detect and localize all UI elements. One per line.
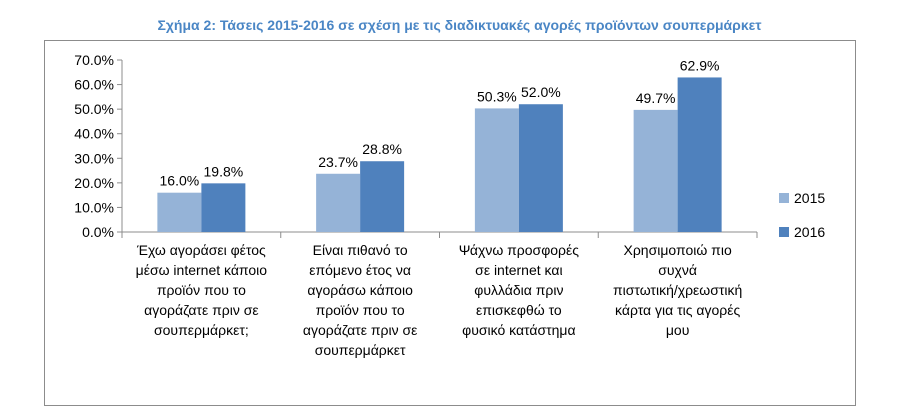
data-label-2016-3: 52.0% (521, 84, 561, 100)
y-tick-label: 10.0% (74, 199, 114, 215)
y-tick-label: 40.0% (74, 126, 114, 142)
bar-2015-2 (316, 173, 361, 232)
chart-frame (44, 40, 856, 406)
category-label-line: αγοράζατε πριν σε (302, 322, 418, 338)
data-label-2016-4: 62.9% (680, 57, 720, 73)
category-label-line: επόμενο έτος να (309, 262, 411, 278)
category-label-1: Έχω αγοράσει φέτος μέσω internet κάποιο πρ… (126, 240, 276, 340)
category-label-line: προϊόν που το (156, 282, 246, 298)
category-label-line: Ψάχνω προσφορές (458, 242, 580, 258)
y-tick-label: 70.0% (74, 52, 114, 68)
category-label-line: αγοράσω κάποιο (307, 282, 413, 298)
data-label-2015-1: 16.0% (160, 173, 200, 189)
category-label-line: πιστωτική/χρεωστική (612, 282, 743, 298)
data-label-2016-1: 19.8% (204, 163, 244, 179)
bars (157, 77, 722, 233)
category-label-line: συχνά (658, 262, 697, 278)
bar-2015-1 (157, 192, 202, 232)
category-label-line: αγοράζατε πριν σε (144, 302, 259, 318)
legend-label: 2016 (794, 224, 826, 240)
legend-item-2015: 2015 (779, 187, 825, 209)
data-label-2015-3: 50.3% (477, 88, 517, 104)
bar-2016-4 (677, 77, 722, 233)
category-label-3: Ψάχνω προσφορές σε internet και φυλλάδια π… (444, 240, 594, 340)
category-label-line: επισκεφθώ το (476, 302, 562, 318)
y-tick-label: 30.0% (74, 150, 114, 166)
category-label-line: μου (665, 322, 690, 338)
category-label-line: προϊόν που το (315, 302, 405, 318)
y-tick-label: 20.0% (74, 175, 114, 191)
bar-2016-3 (518, 104, 563, 232)
category-label-line: σουπερμάρκετ; (154, 322, 249, 338)
bar-2015-3 (474, 108, 519, 232)
bar-2016-1 (201, 183, 246, 232)
bar-2015-4 (633, 109, 678, 232)
chart-title: Σχήμα 2: Τάσεις 2015-2016 σε σχέση με τι… (157, 17, 762, 33)
category-label-line: κάρτα για τις αγορές (615, 302, 741, 318)
category-label-line: σουπερμάρκετ (314, 342, 406, 358)
data-label-2015-2: 23.7% (318, 154, 358, 170)
category-label-line: φυλλάδια πριν (474, 282, 564, 298)
category-label-2: Είναι πιθανό το επόμενο έτος να αγοράσω κά… (285, 240, 435, 360)
category-label-line: σε internet και (475, 262, 563, 278)
category-label-4: Χρησιμοποιώ πιο συχνά πιστωτική/χρεωστική κ… (603, 240, 753, 340)
legend-swatch (779, 227, 789, 237)
y-axis: 0.0% 10.0% 20.0% 30.0% 40.0% 50.0% 60.0% 70.0% (74, 52, 758, 240)
category-label-line: Χρησιμοποιώ πιο (623, 242, 732, 258)
legend-item-2016: 2016 (779, 221, 825, 243)
y-tick-label: 60.0% (74, 77, 114, 93)
category-label-line: Έχω αγοράσει φέτος (136, 242, 266, 258)
legend-label: 2015 (794, 190, 826, 206)
y-tick-label: 50.0% (74, 101, 114, 117)
data-label-2016-2: 28.8% (362, 141, 402, 157)
category-label-line: Είναι πιθανό το (312, 242, 408, 258)
y-tick-label: 0.0% (82, 224, 114, 240)
legend-swatch (779, 193, 789, 203)
category-label-line: φυσικό κατάστημα (462, 322, 576, 338)
data-labels: 16.0%19.8% 23.7%28.8% 50.3% 52.0% 49.7% 62.9% (160, 57, 720, 188)
category-label-line: μέσω internet κάποιο (135, 262, 268, 278)
bar-2016-2 (360, 161, 405, 232)
legend: 2015 2016 (779, 187, 825, 255)
data-label-2015-4: 49.7% (636, 90, 676, 106)
